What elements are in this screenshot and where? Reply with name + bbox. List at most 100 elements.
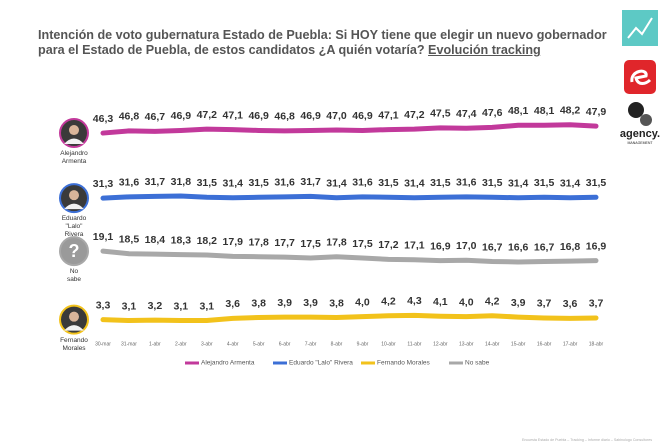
x-tick-label: 2-abr [175,341,187,347]
title-text: Intención de voto gubernatura Estado de … [38,28,607,57]
data-label: 3,6 [563,298,578,310]
series-line [100,193,599,201]
data-label: 47,1 [378,109,399,121]
x-tick-label: 10-abr [381,341,396,347]
x-tick-label: 15-abr [511,341,526,347]
x-tick-label: 31-mar [121,341,137,347]
candidate-name: No sabe [66,268,82,284]
footer: Encuesta Estado de Puebla – Tracking – I… [522,438,652,442]
series-line [100,122,599,136]
data-label: 31,4 [404,178,425,190]
data-label: 3,8 [329,297,344,309]
x-tick-label: 1-abr [149,341,161,347]
series-line [100,312,599,324]
x-tick-label: 13-abr [459,341,474,347]
data-label: 48,1 [508,105,529,117]
candidate-name: Eduardo "Lalo" Rivera [61,215,87,239]
candidate-name: Fernando Morales [60,336,88,352]
data-label: 3,1 [122,300,137,312]
data-label: 31,6 [119,177,140,189]
data-label: 47,2 [197,109,218,121]
data-label: 31,8 [171,176,192,188]
data-label: 17,5 [352,238,373,250]
x-tick-label: 5-abr [253,341,265,347]
data-label: 31,7 [300,176,321,188]
avatar [59,236,89,267]
x-tick-label: 8-abr [331,341,343,347]
title-link: Evolución tracking [428,43,541,57]
data-label: 17,8 [248,237,269,249]
data-label: 17,1 [404,240,425,252]
avatar-icon [64,325,84,331]
data-label: 47,4 [456,108,477,120]
x-tick-label: 3-abr [201,341,213,347]
data-label: 46,9 [171,110,192,122]
data-label: 4,2 [485,296,500,308]
data-label: 3,2 [148,300,163,312]
data-label: 3,7 [589,298,604,310]
data-label: 4,1 [433,296,448,308]
x-tick-label: 17-abr [563,341,578,347]
data-label: 4,0 [355,296,370,308]
data-label: 3,9 [277,297,292,309]
data-label: 17,2 [378,239,399,251]
data-label: 31,5 [586,177,607,189]
data-label: 31,6 [352,177,373,189]
avatar-icon [69,190,79,201]
data-label: 31,5 [248,177,269,189]
data-label: 46,8 [274,111,295,123]
data-label: 31,4 [326,178,347,190]
x-tick-label: 12-abr [433,341,448,347]
chart-title: Intención de voto gubernatura Estado de … [38,28,613,58]
x-tick-label: 7-abr [305,341,317,347]
data-label: 31,7 [145,176,166,188]
data-label: 18,5 [119,233,140,245]
data-label: 47,0 [326,110,347,122]
data-label: 31,4 [560,178,581,190]
logo-icon [627,17,653,39]
data-label: 48,1 [534,105,555,117]
x-tick-label: 18-abr [589,341,604,347]
data-label: 16,9 [430,240,451,252]
data-label: 31,3 [93,178,114,190]
avatar-icon [64,203,84,210]
data-label: 46,7 [145,111,166,123]
series-line [100,248,599,265]
avatar-icon [69,311,79,322]
data-label: 31,4 [508,178,529,190]
data-label: 3,9 [511,297,526,309]
data-label: 18,3 [171,234,192,246]
data-label: 3,6 [225,298,240,310]
data-label: 3,9 [303,297,318,309]
data-label: 17,7 [274,237,295,249]
logo-icon [630,69,652,85]
logo-text: agency. [620,128,660,140]
legend-label: Fernando Morales [377,360,430,367]
data-label: 47,1 [223,109,244,121]
data-label: 47,6 [482,107,503,119]
logo-icon [640,114,652,126]
data-label: 4,2 [381,296,396,308]
data-label: 17,5 [300,238,321,250]
data-label: 47,5 [430,108,451,120]
data-label: 46,3 [93,113,114,125]
data-label: 16,7 [482,241,503,253]
data-label: 31,5 [482,177,503,189]
data-label: 31,5 [534,177,555,189]
data-label: 3,1 [174,300,189,312]
data-label: 31,6 [274,177,295,189]
data-label: 16,8 [560,241,581,253]
candidate-name: Alejandro Armenta [60,150,88,166]
data-label: 3,1 [199,300,214,312]
logo-icon [628,102,644,118]
data-label: 31,4 [223,178,244,190]
x-tick-label: 30-mar [95,341,111,347]
data-label: 3,3 [96,299,111,311]
data-label: 46,9 [248,110,269,122]
data-label: 31,5 [197,177,218,189]
data-label: 47,2 [404,109,425,121]
data-label: 48,2 [560,105,581,117]
data-label: 16,6 [508,242,529,254]
data-label: 17,9 [223,236,244,248]
